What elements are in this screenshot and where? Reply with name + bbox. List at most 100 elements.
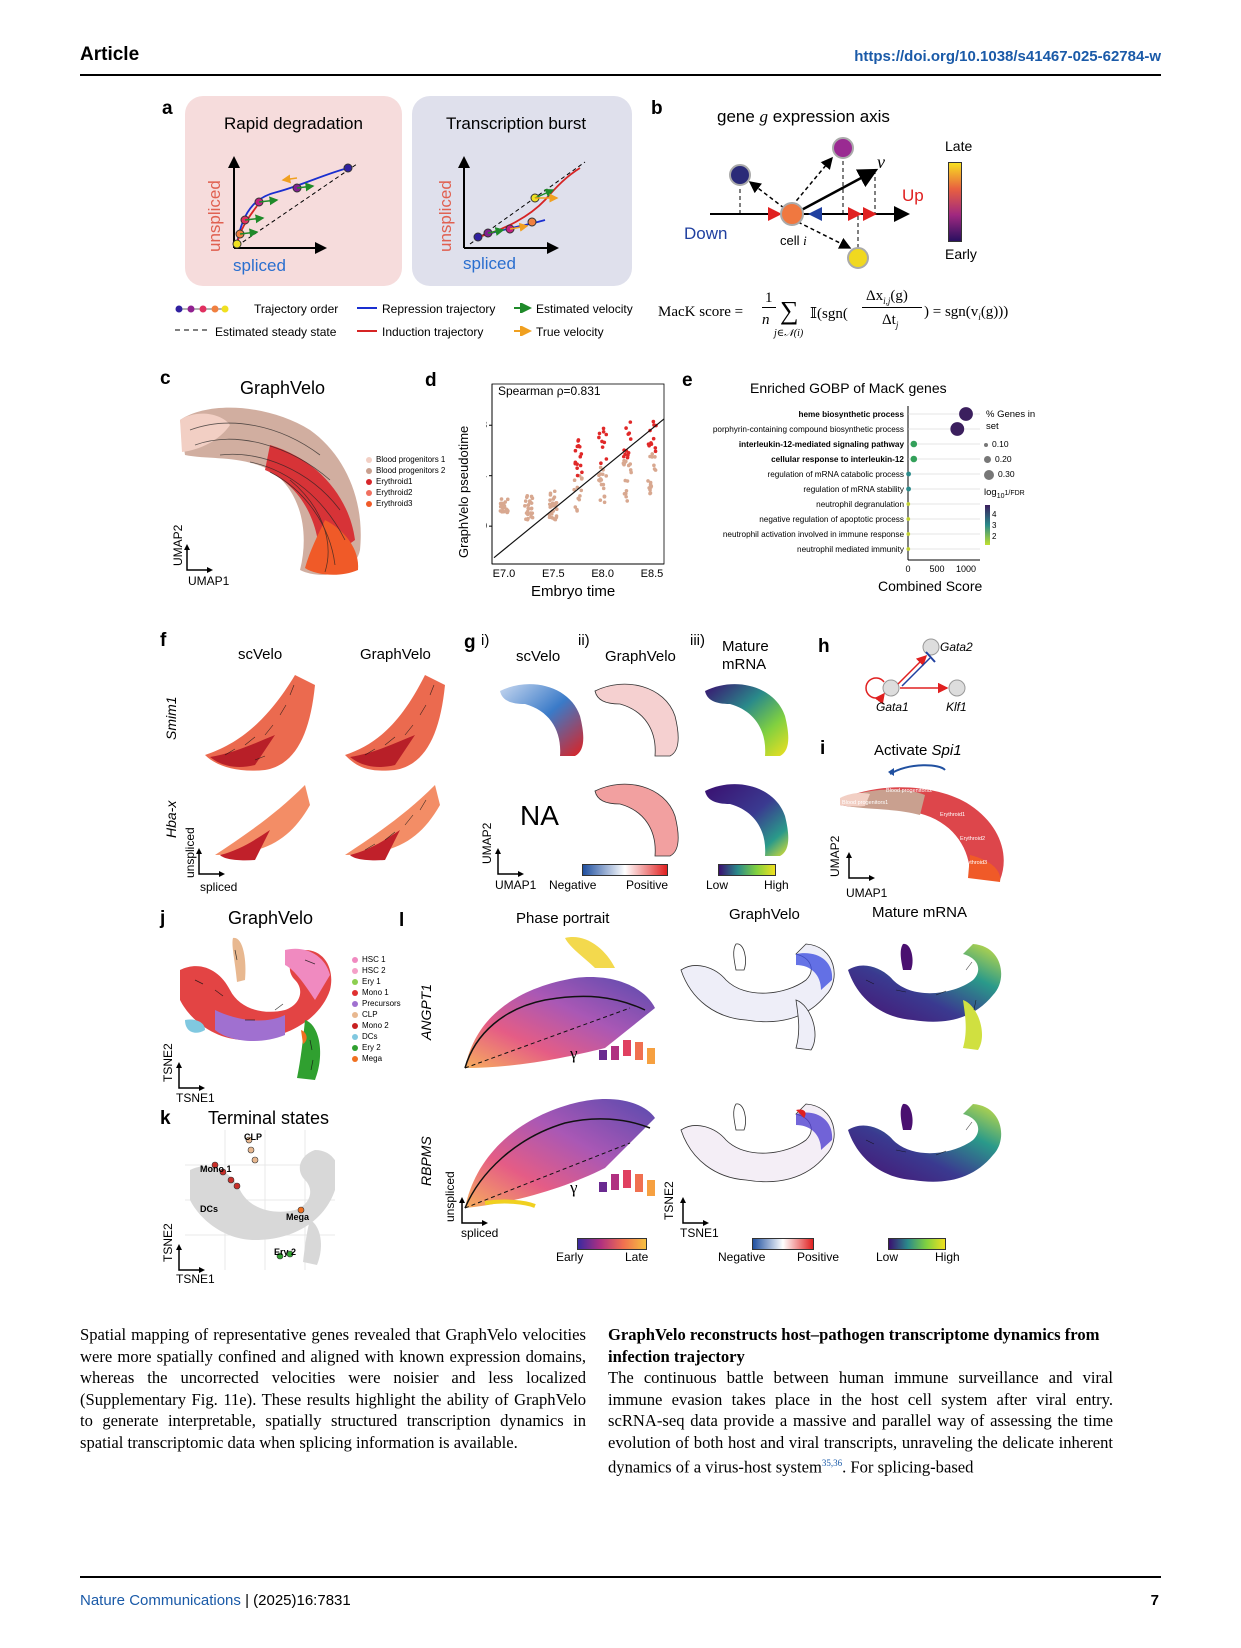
data-point [578,494,582,498]
data-point [572,487,576,492]
data-point [621,461,626,466]
panel-d-chart: 0 4 8 E7.0 E7.5 E8.0 E8.5 [486,383,665,580]
panel-f-phase-plots [205,675,445,861]
panel-a-left-box [185,96,402,286]
data-point [599,461,603,466]
late-early-colorbar [948,162,962,242]
data-point [554,507,559,511]
data-point [601,482,606,487]
point-group [646,419,658,496]
point-group [597,426,609,505]
panel-e-color-legend-title: log101/FDR [984,487,1025,500]
panel-l-letter: l [399,910,405,931]
panel-k-xaxis: TSNE1 [176,1272,215,1286]
go-term-label: neutrophil degranulation [816,500,904,509]
data-point [548,498,552,502]
go-term-dot [906,532,911,536]
panel-c-yaxis: UMAP2 [171,524,185,566]
legend-induction: Induction trajectory [382,325,484,339]
data-point [501,502,506,507]
legend-repression-icon [357,307,377,309]
legend-item: Ery 1 [352,976,422,987]
panel-e-xlabel: Combined Score [878,578,983,594]
data-point [529,506,534,511]
x-tick-label: 0 [905,564,910,574]
k-label-mono1: Mono 1 [200,1164,232,1174]
panel-h-network [865,638,966,705]
panel-a-right-title: Transcription burst [446,114,587,133]
left-column-paragraph: Spatial mapping of representative genes … [80,1325,586,1452]
data-point [601,486,606,491]
point-group [621,420,633,503]
legend-item: HSC 2 [352,965,422,976]
footer-rule [80,1576,1161,1578]
panel-g-letter: g [464,632,476,653]
panel-j-xaxis: TSNE1 [176,1091,215,1105]
graphvelo-rbpms [680,1103,835,1183]
data-point [575,509,579,513]
panel-e-colorbar [985,505,990,545]
panel-h-letter: h [818,636,830,657]
x-tick-label: E8.5 [641,568,664,580]
panel-f-xaxis: spliced [200,880,238,894]
data-point [623,491,628,496]
doi-link[interactable]: https://doi.org/10.1038/s41467-025-62784… [854,48,1161,65]
panel-g-pos: Positive [626,878,669,892]
data-point [529,501,534,505]
legend-true-velocity-icon [514,326,532,336]
legend-item: Ery 2 [352,1042,422,1053]
data-point [646,479,650,483]
boxplots-angpt1 [599,1040,655,1064]
panel-j-letter: j [160,908,166,929]
data-point [623,452,627,457]
data-point [524,517,528,522]
data-point [529,514,533,519]
svg-text:Blood progenitors1: Blood progenitors1 [842,800,888,806]
panel-a-left-title: Rapid degradation [224,114,363,133]
data-point [499,509,504,514]
svg-text:Erythroid1: Erythroid1 [940,812,965,818]
point-group [498,497,510,515]
data-point [524,495,529,500]
data-point [653,446,658,450]
go-term-label: regulation of mRNA catabolic process [767,470,904,479]
panel-c-title: GraphVelo [240,378,326,398]
panel-l-neg-pos-colorbar [752,1238,814,1250]
panel-l-phase-portraits [464,937,655,1209]
data-point [602,500,607,505]
citation-ref[interactable]: 35,36 [821,1458,843,1469]
svg-text:Blood progenitors2: Blood progenitors2 [886,788,932,794]
panel-l-row-rbpms: RBPMS [418,1136,434,1186]
panel-g-high: High [764,878,789,892]
go-term-dot [959,407,973,421]
panel-f-col-graphvelo: GraphVelo [360,646,431,663]
cell-i-label: cell i [780,233,807,248]
legend-estimated-velocity-icon [514,303,532,313]
panel-l-pos: Positive [797,1250,840,1264]
legend-item: Erythroid1 [366,476,486,487]
data-point [575,473,580,478]
x-tick-label: 1000 [956,564,976,574]
panel-g-low-high-colorbar [718,864,776,876]
panel-l-tsne-maps [680,943,1002,1183]
data-point [525,509,530,514]
data-point [651,436,656,441]
data-point [649,484,654,489]
data-point [576,439,580,443]
data-point [604,474,609,478]
data-point [526,512,530,517]
data-point [648,454,652,459]
legend-steady-state-icon [175,329,211,331]
panel-i-yaxis: UMAP2 [828,835,842,877]
panel-g-i: i) [481,632,490,649]
panel-g-col-graphvelo: GraphVelo [605,648,676,665]
go-term-dot [906,547,911,551]
data-point [575,466,579,470]
section-heading: GraphVelo reconstructs host–pathogen tra… [608,1325,1100,1366]
data-point [650,452,655,456]
data-point [626,463,631,468]
data-point [578,454,583,459]
panel-l-col-graphvelo: GraphVelo [729,906,800,923]
panel-a-letter: a [162,98,173,119]
point-group [547,489,559,522]
